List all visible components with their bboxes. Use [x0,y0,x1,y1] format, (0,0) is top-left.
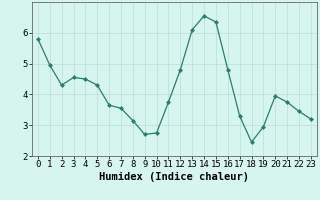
X-axis label: Humidex (Indice chaleur): Humidex (Indice chaleur) [100,172,249,182]
